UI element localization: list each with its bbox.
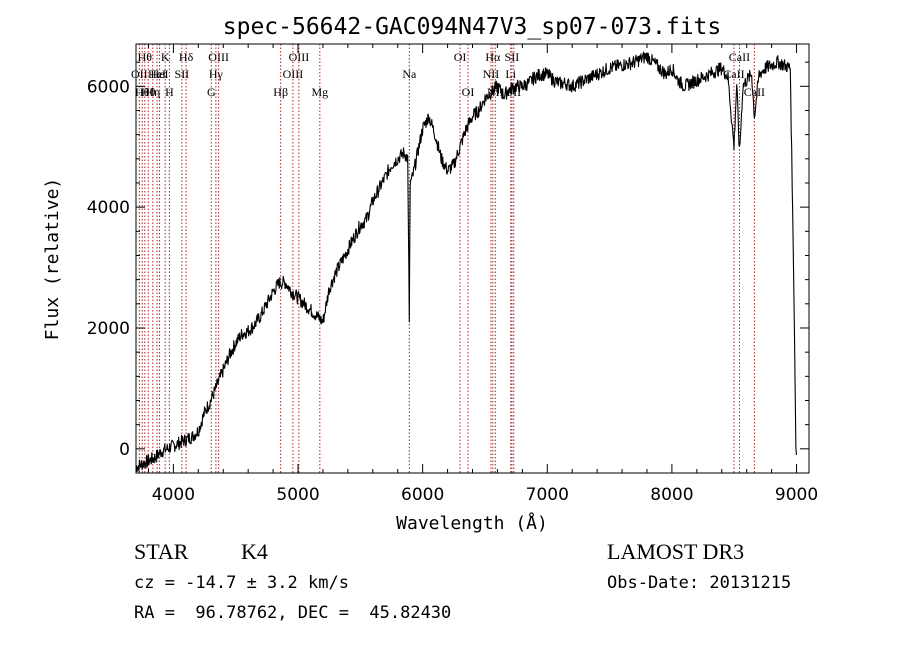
y-tick-label-0: 0 xyxy=(119,440,130,460)
line-label-3934: K xyxy=(161,50,170,64)
line-label-4959: OIII xyxy=(283,67,304,81)
chart-title: spec-56642-GAC094N47V3_sp07-073.fits xyxy=(223,14,722,40)
line-label-5175: Mg xyxy=(311,85,328,99)
x-axis-label: Wavelength (Å) xyxy=(396,512,548,534)
y-tick-label-4000: 4000 xyxy=(87,198,130,218)
line-label-3835: Hη xyxy=(145,85,160,99)
x-tick-label-5000: 5000 xyxy=(276,485,319,505)
line-label-4363: OIII xyxy=(208,50,229,64)
x-tick-label-8000: 8000 xyxy=(650,485,693,505)
line-label-3727: OII xyxy=(131,67,148,81)
x-axis-ticks: 4000 5000 6000 7000 8000 9000 xyxy=(147,44,818,505)
x-tick-label-9000: 9000 xyxy=(775,485,818,505)
y-tick-label-6000: 6000 xyxy=(87,77,130,97)
line-label-6707: Li xyxy=(505,67,516,81)
x-tick-label-6000: 6000 xyxy=(401,485,444,505)
plot-frame xyxy=(135,43,810,474)
x-tick-label-7000: 7000 xyxy=(526,485,569,505)
line-label-4068: SII xyxy=(175,67,190,81)
line-label-6563: Hα xyxy=(485,50,501,64)
redshift-readout: cz = -14.7 ± 3.2 km/s xyxy=(134,573,349,593)
spectral-subclass: K4 xyxy=(241,539,268,564)
object-type: STAR xyxy=(134,539,189,564)
line-label-6300: OI xyxy=(454,50,467,64)
line-label-3750: Hθ xyxy=(135,85,150,99)
x-tick-label-4000: 4000 xyxy=(152,485,195,505)
line-label-4861: Hβ xyxy=(273,85,288,99)
line-label-5893: Na xyxy=(402,67,417,81)
line-label-3889: HeI xyxy=(151,67,169,81)
line-label-6548: NII xyxy=(483,67,500,81)
line-label-6716: SII xyxy=(505,50,520,64)
emission-line-markers xyxy=(138,44,755,473)
line-label-3968: H xyxy=(165,85,174,99)
line-label-4304: G xyxy=(207,85,216,99)
observation-date: Obs-Date: 20131215 xyxy=(607,573,792,593)
coordinates-readout: RA = 96.78762, DEC = 45.82430 xyxy=(134,603,452,623)
survey-name: LAMOST DR3 xyxy=(607,539,745,564)
line-label-3869: HeI xyxy=(148,67,166,81)
line-label-8542: CaII xyxy=(729,50,750,64)
line-label-4341: Hγ xyxy=(209,67,224,81)
line-label-8662: CaII xyxy=(744,85,765,99)
line-label-5007: OIII xyxy=(289,50,310,64)
y-tick-label-2000: 2000 xyxy=(87,319,130,339)
line-label-4102: Hδ xyxy=(179,50,194,64)
line-label-3798: Hθ xyxy=(141,85,156,99)
y-axis-ticks: 0 2000 4000 6000 xyxy=(87,61,809,460)
line-label-3771: Hθ xyxy=(138,50,153,64)
y-axis-label: Flux (relative) xyxy=(42,178,63,341)
line-label-6364: OI xyxy=(462,85,475,99)
flux-series-line xyxy=(135,51,798,473)
emission-line-labels: OIIHθHθHθHηHeIHeIKHSIIHδGHγOIIIHβOIIIOII… xyxy=(131,50,765,99)
